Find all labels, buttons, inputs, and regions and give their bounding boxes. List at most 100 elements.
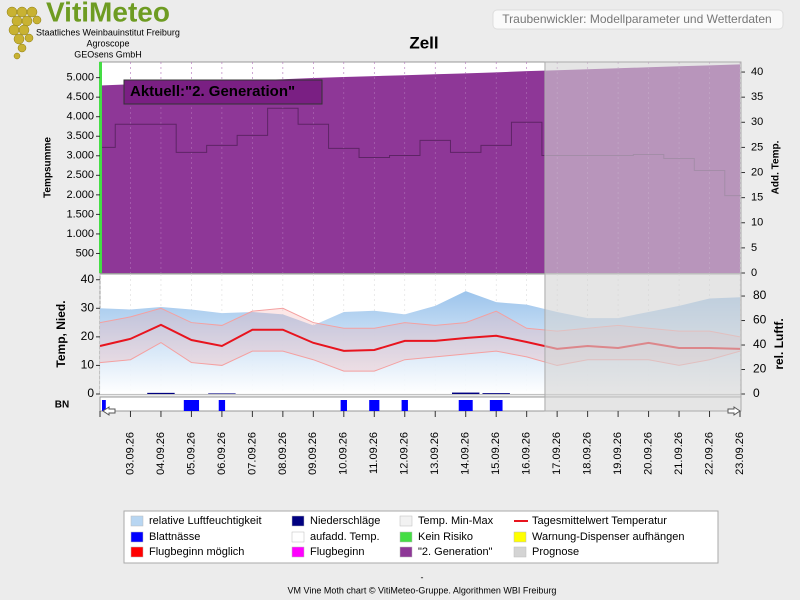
y2-tick-label: 0 bbox=[751, 267, 757, 279]
annotation: Aktuell:"2. Generation" bbox=[130, 83, 295, 100]
bar bbox=[452, 392, 480, 394]
y-tick-label: 30 bbox=[81, 300, 95, 314]
x-tick-label: 11.09.26 bbox=[368, 432, 380, 474]
footer-dash: - bbox=[421, 572, 424, 582]
legend-swatch bbox=[291, 546, 305, 558]
legend-swatch bbox=[513, 546, 527, 558]
y2-axis-label: rel. Luftf. bbox=[772, 318, 786, 369]
legend-label: Flugbeginn bbox=[310, 546, 364, 558]
legend-swatch bbox=[130, 546, 144, 558]
y-axis-label: Temp, Nied. bbox=[54, 300, 68, 367]
legend-swatch bbox=[130, 531, 144, 543]
risk-indicator bbox=[99, 62, 102, 273]
y2-tick-label: 30 bbox=[751, 116, 763, 128]
y-tick-label: 5.000 bbox=[66, 72, 94, 84]
y-axis-label: Tempsumme bbox=[43, 137, 54, 198]
institute: Agroscope bbox=[86, 38, 129, 48]
legend-swatch bbox=[399, 531, 413, 543]
y-tick-label: 2.500 bbox=[66, 169, 94, 181]
prognosis bbox=[544, 61, 742, 412]
institute: Staatliches Weinbauinstitut Freiburg bbox=[36, 27, 180, 37]
y-tick-label: 10 bbox=[81, 358, 95, 372]
x-tick-label: 10.09.26 bbox=[338, 432, 350, 475]
y-tick-label: 3.500 bbox=[66, 130, 94, 142]
y2-tick-label: 15 bbox=[751, 192, 763, 204]
bar bbox=[147, 392, 175, 394]
x-tick-label: 23.09.26 bbox=[734, 432, 746, 475]
bar bbox=[369, 400, 380, 411]
x-tick-label: 12.09.26 bbox=[399, 432, 411, 475]
legend-swatch bbox=[291, 531, 305, 543]
bn-label: BN bbox=[55, 400, 69, 411]
y-tick-label: 4.500 bbox=[66, 91, 94, 103]
bar bbox=[218, 400, 226, 411]
x-tick-label: 08.09.26 bbox=[277, 432, 289, 475]
legend-label: Niederschläge bbox=[310, 515, 380, 527]
y-tick-label: 3.000 bbox=[66, 150, 94, 162]
y-tick-label: 1.000 bbox=[66, 228, 94, 240]
x-tick-label: 07.09.26 bbox=[246, 432, 258, 475]
footer-credit: VM Vine Moth chart © VitiMeteo-Gruppe. A… bbox=[288, 585, 557, 595]
x-tick-label: 18.09.26 bbox=[582, 432, 594, 475]
legend-label: "2. Generation" bbox=[418, 546, 493, 558]
x-tick-label: 05.09.26 bbox=[185, 432, 197, 475]
legend-label: Temp. Min-Max bbox=[418, 515, 494, 527]
y2-tick-label: 40 bbox=[753, 337, 767, 351]
bar bbox=[208, 393, 236, 394]
y-tick-label: 20 bbox=[81, 329, 95, 343]
bar bbox=[482, 393, 510, 394]
scroll-arrow bbox=[727, 406, 741, 416]
app-title-box bbox=[492, 9, 784, 30]
y2-tick-label: 10 bbox=[751, 217, 763, 229]
y-tick-label: 1.500 bbox=[66, 208, 94, 220]
x-tick-label: 19.09.26 bbox=[612, 432, 624, 475]
x-tick-label: 15.09.26 bbox=[490, 432, 502, 475]
bar bbox=[183, 400, 200, 411]
x-tick-label: 14.09.26 bbox=[460, 432, 472, 475]
annotation-box bbox=[123, 79, 323, 105]
x-tick-label: 16.09.26 bbox=[521, 432, 533, 475]
chart-title: Zell bbox=[409, 33, 438, 52]
y2-axis-label: Add. Temp. bbox=[771, 140, 782, 194]
legend-label: Prognose bbox=[532, 546, 579, 558]
legend-swatch bbox=[399, 515, 413, 527]
legend-label: Warnung-Dispenser aufhängen bbox=[532, 531, 684, 543]
grapes-icon bbox=[6, 6, 42, 60]
x-tick-label: 13.09.26 bbox=[429, 432, 441, 475]
y-tick-label: 4.000 bbox=[66, 111, 94, 123]
logo-text: VitiMeteo bbox=[46, 0, 170, 27]
legend-swatch bbox=[291, 515, 305, 527]
legend-label: relative Luftfeuchtigkeit bbox=[149, 515, 262, 527]
bar bbox=[102, 400, 106, 411]
legend-label: Kein Risiko bbox=[418, 531, 473, 543]
y-tick-label: 500 bbox=[76, 247, 94, 259]
bar bbox=[401, 400, 408, 411]
legend-label: aufadd. Temp. bbox=[310, 531, 380, 543]
y2-tick-label: 0 bbox=[753, 386, 760, 400]
x-tick-label: 09.09.26 bbox=[307, 432, 319, 475]
x-tick-label: 04.09.26 bbox=[155, 432, 167, 475]
legend: relative Luftfeuchtigkeit Niederschläge Te… bbox=[130, 515, 684, 558]
x-tick-label: 20.09.26 bbox=[642, 432, 654, 475]
bar bbox=[458, 400, 473, 411]
y2-tick-label: 60 bbox=[753, 313, 767, 327]
app-title: Traubenwickler: Modellparameter und Wett… bbox=[502, 12, 771, 26]
plot: Aktuell:"2. Generation"5001.0001.5002.00… bbox=[43, 61, 786, 475]
bar bbox=[340, 400, 347, 411]
x-tick-label: 17.09.26 bbox=[551, 432, 563, 475]
y2-tick-label: 5 bbox=[751, 242, 757, 254]
y2-tick-label: 25 bbox=[751, 141, 763, 153]
legend-swatch bbox=[130, 515, 144, 527]
institute: GEOsens GmbH bbox=[74, 49, 142, 59]
legend-box bbox=[123, 510, 719, 564]
legend-label: Flugbeginn möglich bbox=[149, 546, 244, 558]
y2-tick-label: 35 bbox=[751, 91, 763, 103]
x-tick-label: 03.09.26 bbox=[124, 432, 136, 475]
y2-tick-label: 40 bbox=[751, 66, 763, 78]
legend-swatch bbox=[513, 531, 527, 543]
x-tick-label: 21.09.26 bbox=[673, 432, 685, 475]
y-tick-label: 0 bbox=[87, 386, 94, 400]
y2-tick-label: 20 bbox=[753, 362, 767, 376]
x-tick-label: 22.09.26 bbox=[703, 432, 715, 475]
